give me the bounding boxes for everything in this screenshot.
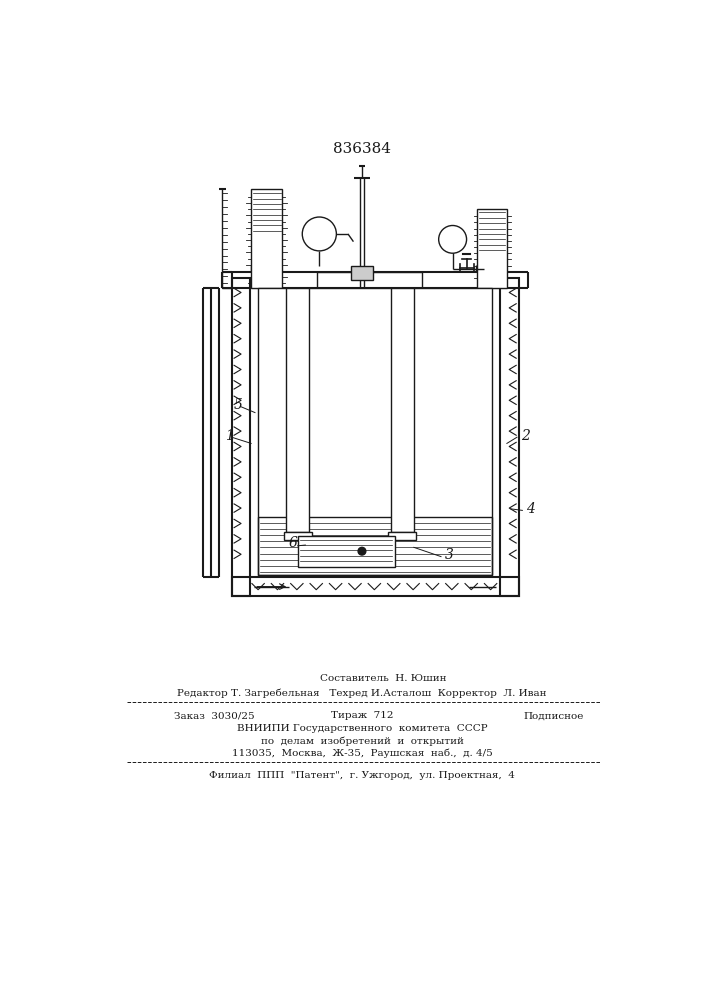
Text: 1: 1 [225,429,233,443]
Text: Тираж  712: Тираж 712 [331,711,393,720]
Text: Филиал  ППП  "Патент",  г. Ужгород,  ул. Проектная,  4: Филиал ППП "Патент", г. Ужгород, ул. Про… [209,771,515,780]
Bar [232,577,518,596]
Bar [284,532,312,540]
Text: 2: 2 [521,429,530,443]
Text: Подписное: Подписное [523,711,583,720]
Text: 5: 5 [233,398,243,412]
Bar [477,209,507,288]
Bar [232,278,250,596]
Text: по  делам  изобретений  и  открытий: по делам изобретений и открытий [260,736,463,746]
Bar [298,536,395,567]
Text: ВНИИПИ Государственного  комитета  СССР: ВНИИПИ Государственного комитета СССР [237,724,487,733]
Text: 4: 4 [526,502,535,516]
Bar [388,532,416,540]
Text: 836384: 836384 [333,142,391,156]
Text: Заказ  3030/25: Заказ 3030/25 [174,711,255,720]
Circle shape [438,225,467,253]
Bar [286,288,309,532]
Bar [258,288,492,575]
Bar [351,266,373,280]
Text: 6: 6 [288,536,297,550]
Bar [500,278,518,596]
Bar [391,288,414,532]
Bar [251,189,282,288]
Text: Редактор Т. Загребельная   Техред И.Асталош  Корректор  Л. Иван: Редактор Т. Загребельная Техред И.Астало… [177,688,547,698]
Text: 3: 3 [445,548,454,562]
Bar [258,517,492,575]
Text: 113035,  Москва,  Ж-35,  Раушская  наб.,  д. 4/5: 113035, Москва, Ж-35, Раушская наб., д. … [232,748,492,758]
Circle shape [303,217,337,251]
Text: Составитель  Н. Юшин: Составитель Н. Юшин [320,674,446,683]
Circle shape [358,547,366,555]
